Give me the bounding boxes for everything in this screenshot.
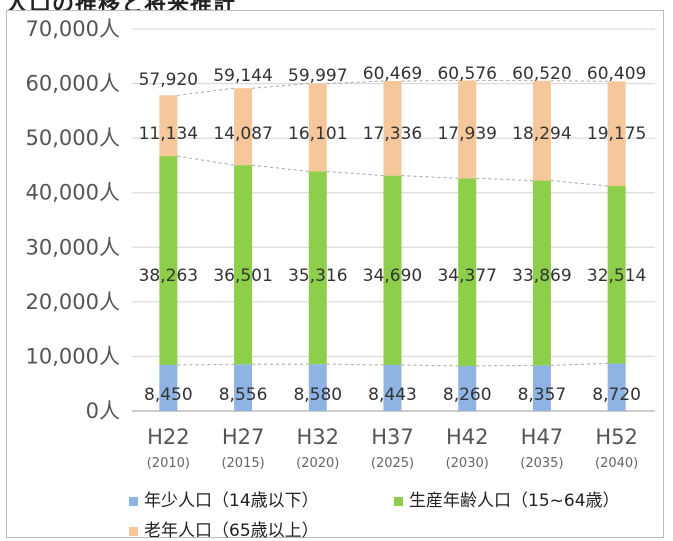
- total-label: 59,997: [288, 66, 347, 86]
- bar-segment-working: [234, 165, 252, 364]
- total-label: 60,576: [437, 64, 496, 84]
- data-label-young: 8,720: [592, 385, 641, 405]
- x-tick-sublabel: (2015): [221, 456, 264, 471]
- legend-item-elderly: 老年人口（65歳以上）: [129, 516, 319, 541]
- x-tick-sublabel: (2025): [371, 456, 414, 471]
- connector-line: [327, 364, 384, 365]
- x-tick-sublabel: (2020): [296, 456, 339, 471]
- legend-swatch-elderly: [129, 527, 138, 536]
- data-label-working: 38,263: [139, 266, 198, 286]
- data-label-working: 35,316: [288, 266, 347, 286]
- page-title-text: 人口の推移と将来推計: [6, 0, 236, 10]
- legend-swatch-working: [394, 497, 403, 506]
- population-stacked-bar-chart: 0人 10,000人 20,000人 30,000人 40,000人 50,000人 60,…: [7, 11, 663, 537]
- data-label-young: 8,357: [518, 385, 567, 405]
- data-label-elderly: 17,939: [437, 124, 496, 144]
- x-tick-sublabel: (2030): [446, 456, 489, 471]
- y-tick-label: 10,000人: [26, 344, 120, 368]
- x-tick-sublabel: (2010): [147, 456, 190, 471]
- y-tick-label: 20,000人: [26, 290, 120, 314]
- data-label-elderly: 14,087: [213, 124, 272, 144]
- x-tick-label: H52: [595, 425, 638, 449]
- data-label-working: 34,690: [363, 266, 422, 286]
- data-label-working: 36,501: [213, 266, 272, 286]
- data-label-elderly: 19,175: [587, 124, 646, 144]
- x-tick-label: H42: [446, 425, 489, 449]
- x-tick-label: H47: [521, 425, 564, 449]
- data-label-young: 8,580: [293, 385, 342, 405]
- connector-line: [402, 365, 459, 366]
- data-label-elderly: 18,294: [512, 124, 571, 144]
- data-label-young: 8,443: [368, 385, 417, 405]
- y-tick-label: 50,000人: [26, 126, 120, 150]
- x-tick-label: H32: [297, 425, 340, 449]
- connector-line: [327, 171, 384, 175]
- legend-swatch-young: [129, 497, 138, 506]
- data-label-young: 8,450: [144, 385, 193, 405]
- connector-line: [177, 364, 234, 365]
- total-label: 57,920: [139, 70, 198, 90]
- data-label-working: 33,869: [512, 266, 571, 286]
- data-label-working: 32,514: [587, 266, 646, 286]
- data-label-young: 8,260: [443, 385, 492, 405]
- total-label: 60,469: [363, 64, 422, 84]
- x-tick-sublabel: (2035): [520, 456, 563, 471]
- total-label: 60,409: [587, 64, 646, 84]
- connector-line: [252, 165, 309, 171]
- legend-item-young: 年少人口（14歳以下）: [129, 486, 319, 511]
- y-tick-label: 40,000人: [26, 181, 120, 205]
- y-tick-label: 60,000人: [26, 72, 120, 96]
- connector-line: [551, 181, 608, 186]
- x-tick-sublabel: (2040): [595, 456, 638, 471]
- connector-line: [551, 363, 608, 365]
- connector-line: [402, 176, 459, 179]
- data-label-young: 8,556: [219, 385, 268, 405]
- y-tick-label: 70,000人: [26, 17, 120, 41]
- x-tick-label: H27: [222, 425, 265, 449]
- x-tick-label: H22: [147, 425, 190, 449]
- y-tick-label: 30,000人: [26, 235, 120, 259]
- data-label-elderly: 17,336: [363, 124, 422, 144]
- legend-label-young: 年少人口（14歳以下）: [144, 491, 319, 511]
- data-label-elderly: 16,101: [288, 124, 347, 144]
- chart-frame: 0人 10,000人 20,000人 30,000人 40,000人 50,000人 60,…: [6, 10, 664, 538]
- connector-line: [476, 178, 533, 180]
- legend-item-working: 生産年齢人口（15~64歳）: [394, 486, 620, 511]
- connector-line: [476, 365, 533, 366]
- y-tick-label: 0人: [86, 399, 120, 423]
- bar-segment-working: [159, 156, 177, 365]
- page-title-fragment: 人口の推移と将来推計: [0, 0, 673, 10]
- data-label-elderly: 11,134: [139, 124, 198, 144]
- legend-label-working: 生産年齢人口（15~64歳）: [409, 491, 620, 511]
- connector-line: [177, 156, 234, 165]
- data-label-working: 34,377: [437, 266, 496, 286]
- legend-label-elderly: 老年人口（65歳以上）: [144, 521, 319, 541]
- total-label: 59,144: [213, 66, 272, 86]
- x-tick-label: H37: [371, 425, 414, 449]
- total-label: 60,520: [512, 64, 571, 84]
